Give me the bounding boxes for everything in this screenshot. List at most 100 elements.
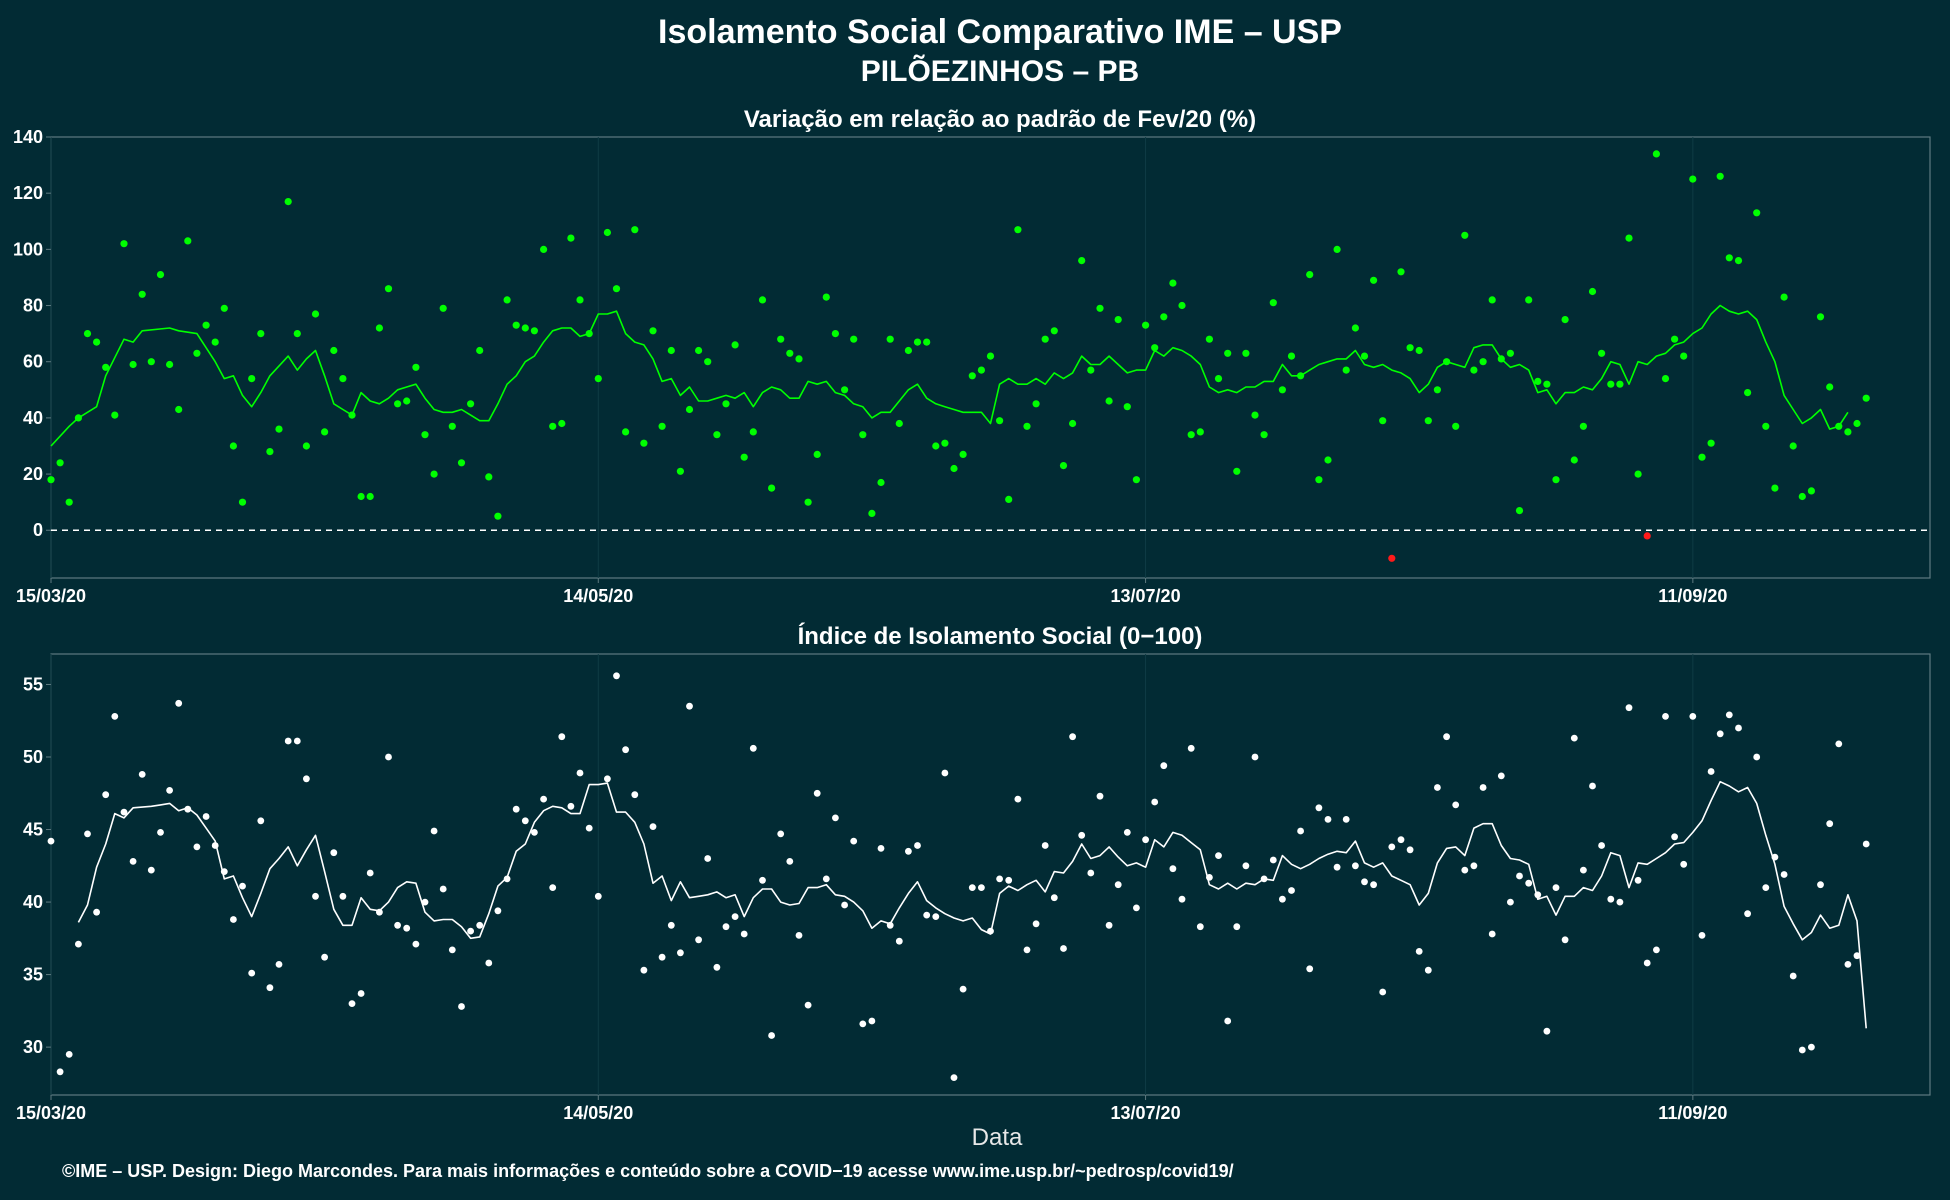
bottom-data-point (1707, 768, 1715, 775)
top-data-point (1561, 316, 1569, 324)
top-data-point (102, 363, 110, 371)
top-data-point (1379, 417, 1387, 425)
bottom-data-point (832, 814, 839, 822)
top-data-point (284, 198, 292, 206)
top-data-point (1634, 470, 1642, 478)
bottom-data-point (1561, 936, 1569, 944)
bottom-data-point (941, 769, 949, 777)
bottom-data-point (476, 921, 484, 929)
bottom-data-point (521, 817, 529, 825)
bottom-data-point (284, 737, 292, 745)
top-data-point (631, 226, 639, 234)
bottom-data-point (1598, 842, 1605, 849)
bottom-data-point (631, 791, 639, 799)
top-data-point (1123, 403, 1131, 411)
bottom-data-point (1379, 988, 1387, 996)
bottom-y-tick-label: 50 (23, 747, 43, 767)
bottom-rolling-mean-line (77, 780, 1867, 1029)
bottom-data-point (804, 1001, 812, 1009)
bottom-data-point (47, 837, 55, 845)
bottom-data-point (458, 1003, 465, 1010)
bottom-data-point (111, 713, 119, 720)
bottom-data-point (1771, 853, 1779, 861)
bottom-data-point (1634, 876, 1642, 884)
bottom-y-tick-label: 55 (23, 674, 43, 694)
bottom-data-point (65, 1051, 73, 1058)
bottom-data-point (914, 842, 921, 849)
bottom-data-point (850, 837, 858, 845)
top-data-point (403, 397, 411, 405)
top-y-tick-label: 20 (23, 464, 43, 484)
bottom-x-tick-label: 11/09/20 (1658, 1103, 1727, 1123)
bottom-data-point (239, 882, 246, 890)
bottom-data-point (1570, 734, 1578, 742)
top-panel: Variação em relação ao padrão de Fev/20 … (13, 106, 1931, 606)
bottom-data-point (485, 959, 493, 967)
top-data-point (366, 492, 374, 501)
top-data-point (622, 428, 630, 436)
bottom-data-point (56, 1068, 64, 1076)
bottom-data-point (968, 884, 976, 891)
top-data-point (612, 285, 621, 293)
top-data-point (1543, 380, 1551, 388)
top-data-point (923, 338, 931, 346)
top-data-point (512, 321, 520, 329)
bottom-data-point (220, 868, 228, 875)
bottom-data-point (147, 866, 155, 874)
bottom-data-point (1315, 804, 1323, 812)
top-data-point (1388, 554, 1396, 562)
top-data-point (1415, 346, 1423, 355)
top-data-point (1260, 431, 1268, 439)
top-data-point (868, 509, 876, 517)
top-data-point (941, 439, 949, 447)
top-data-point (1753, 209, 1761, 217)
top-data-point (1780, 293, 1788, 301)
bottom-data-point (330, 849, 338, 857)
bottom-data-point (1123, 829, 1131, 836)
top-data-point (640, 439, 648, 447)
bottom-data-point (1114, 881, 1122, 889)
top-data-point (1716, 172, 1724, 180)
top-data-point (795, 355, 803, 363)
top-data-point (1661, 375, 1670, 383)
top-data-point (1497, 355, 1505, 363)
bottom-data-point (749, 744, 757, 752)
bottom-data-point (1735, 724, 1742, 732)
bottom-panel-subtitle: Índice de Isolamento Social (0−100) (798, 622, 1203, 650)
top-data-point (530, 327, 539, 335)
bottom-data-point (604, 775, 611, 783)
top-data-point (1132, 476, 1140, 484)
top-data-point (603, 228, 612, 237)
bottom-data-point (1087, 869, 1095, 877)
top-data-point (1488, 296, 1496, 304)
bottom-data-point (1753, 753, 1761, 761)
top-data-point (175, 405, 183, 414)
bottom-data-point (467, 927, 474, 935)
bottom-data-point (129, 858, 137, 865)
top-data-point (302, 442, 310, 450)
top-data-point (1616, 380, 1624, 388)
bottom-data-point (1333, 863, 1341, 871)
top-data-point (722, 400, 730, 408)
top-data-point (1251, 411, 1259, 419)
bottom-data-point (512, 805, 520, 813)
bottom-data-point (385, 753, 392, 761)
top-data-point (321, 428, 329, 436)
bottom-data-point (357, 990, 365, 997)
bottom-data-point (312, 892, 319, 900)
bottom-data-point (886, 921, 894, 929)
bottom-data-point (667, 921, 675, 929)
top-data-point (184, 237, 192, 245)
bottom-data-point (649, 823, 657, 830)
bottom-data-point (1169, 865, 1177, 873)
top-data-point (220, 304, 228, 312)
bottom-data-point (1680, 860, 1688, 868)
bottom-data-point (1461, 866, 1469, 874)
bottom-data-point (102, 791, 110, 799)
top-data-point (1397, 268, 1405, 276)
top-data-point (211, 338, 219, 346)
top-data-point (1598, 349, 1606, 357)
top-data-point (1744, 389, 1752, 397)
top-data-point (1452, 422, 1460, 430)
bottom-data-point (275, 961, 283, 968)
